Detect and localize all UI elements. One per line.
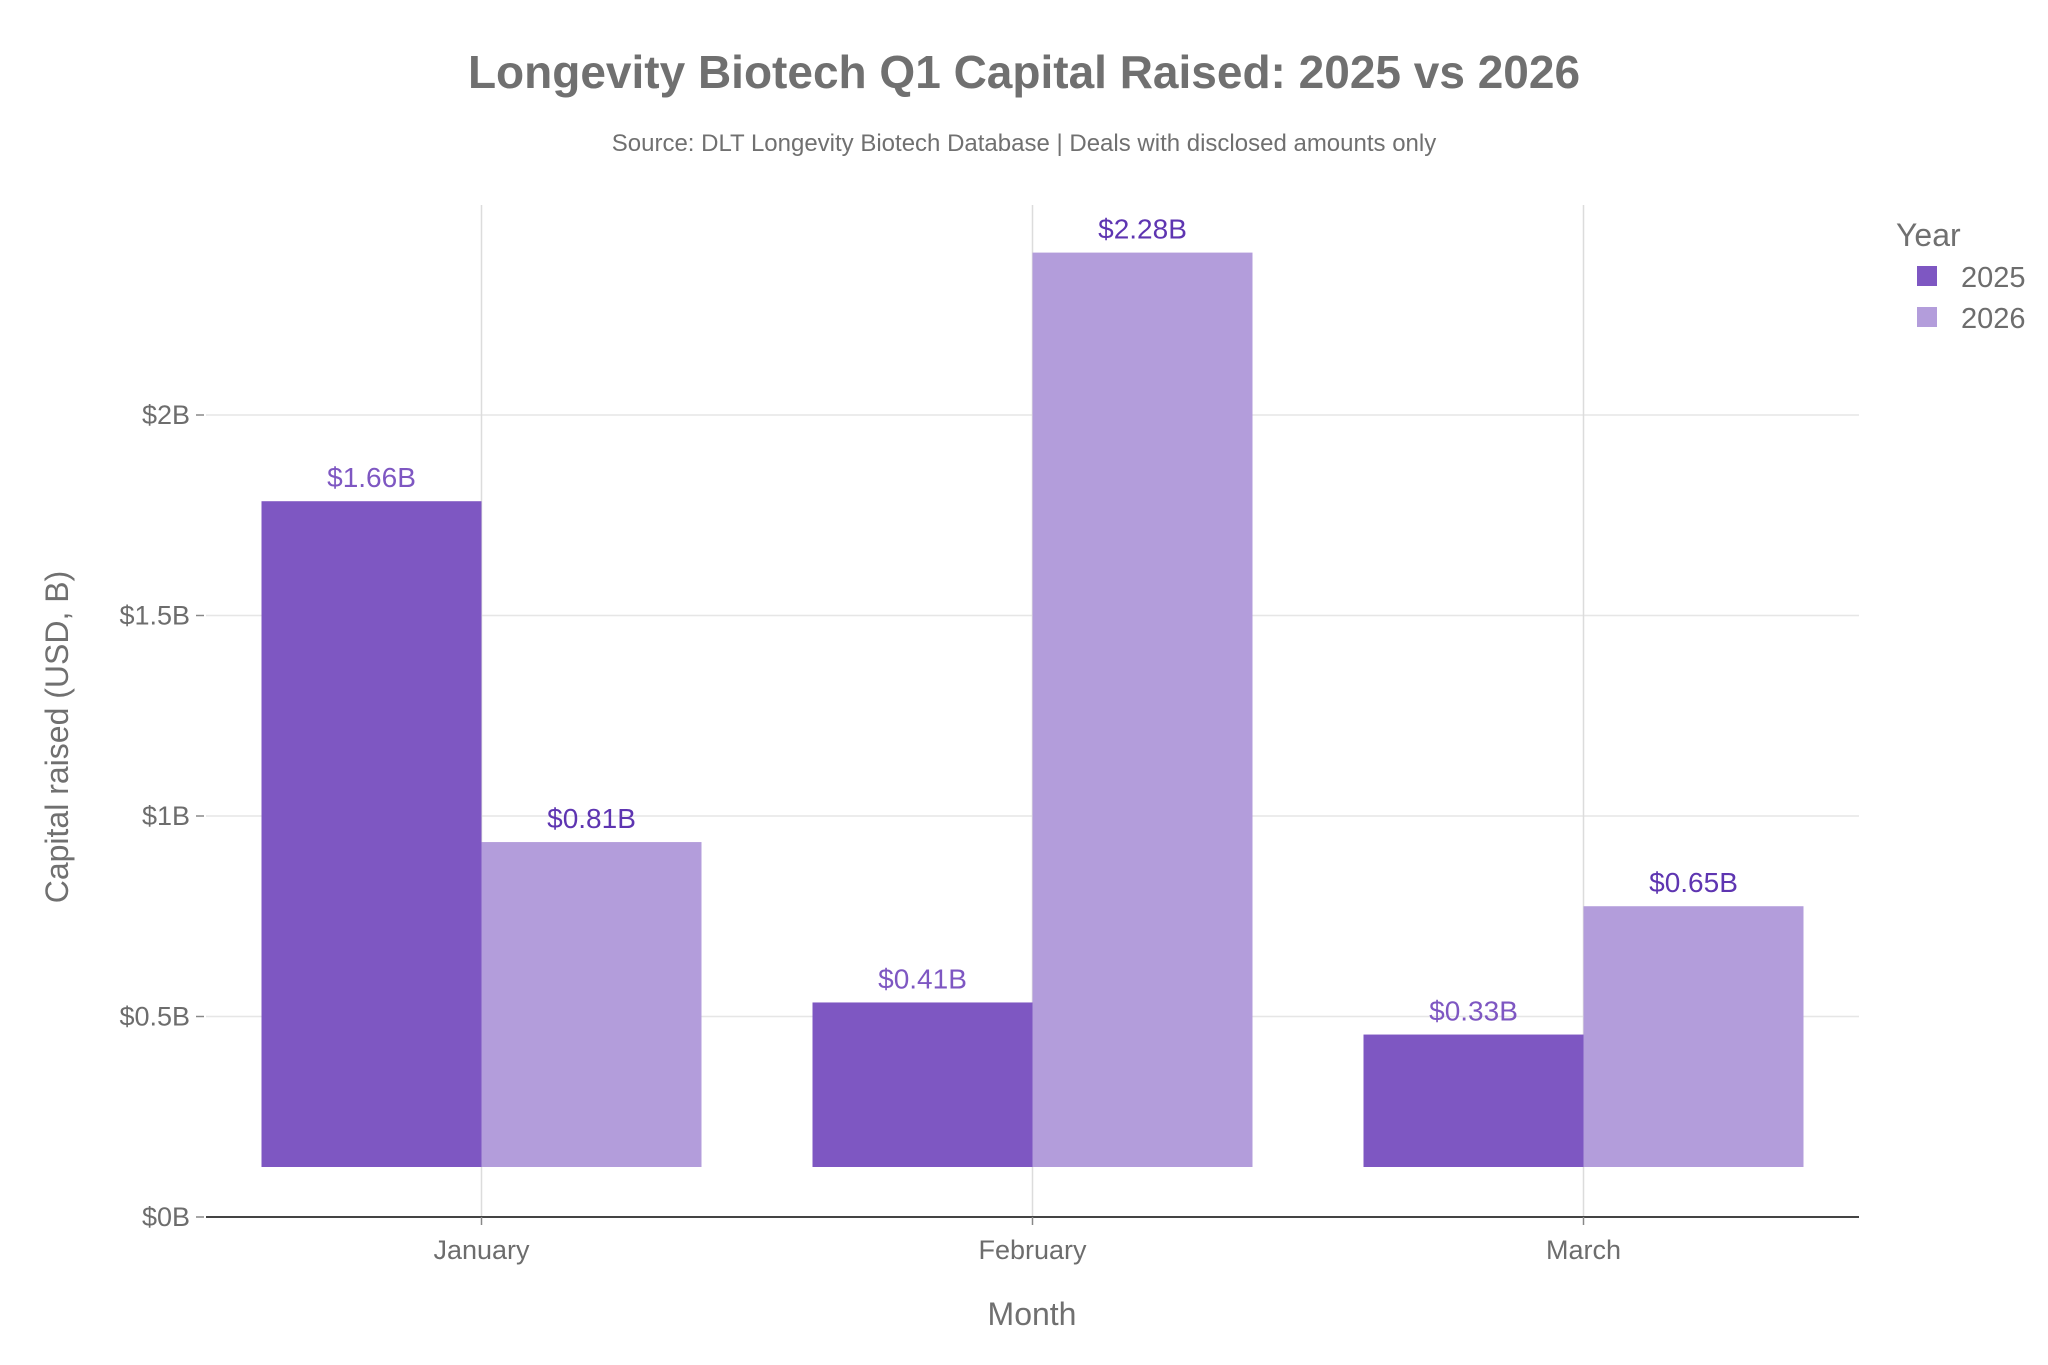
bar-data-label: $0.65B	[1649, 867, 1738, 898]
legend: Year 2025 2026	[1896, 217, 2026, 335]
y-tick-label: $1B	[142, 801, 190, 831]
bar-data-label: $0.81B	[547, 803, 636, 834]
bar-2025-march	[1363, 1034, 1584, 1167]
legend-title: Year	[1896, 217, 1961, 253]
x-tick-label: January	[433, 1235, 530, 1265]
bars	[261, 252, 1804, 1168]
y-axis-title: Capital raised (USD, B)	[39, 571, 75, 904]
bar-data-label: $0.41B	[878, 963, 967, 994]
y-tick-label: $0.5B	[119, 1002, 190, 1032]
bar-2025-january	[261, 501, 482, 1168]
y-ticks: $0B $0.5B $1B $1.5B $2B	[119, 400, 204, 1232]
x-tick-label: March	[1546, 1235, 1621, 1265]
bar-data-label: $0.33B	[1429, 996, 1518, 1027]
chart-title: Longevity Biotech Q1 Capital Raised: 202…	[468, 46, 1580, 98]
x-ticks: January February March	[433, 1217, 1621, 1265]
chart-subtitle: Source: DLT Longevity Biotech Database |…	[612, 130, 1436, 157]
legend-label-2026: 2026	[1961, 303, 2026, 335]
y-tick-label: $2B	[142, 400, 190, 430]
bar-2026-february	[1032, 252, 1253, 1168]
y-tick-label: $0B	[142, 1202, 190, 1232]
bar-data-label: $1.66B	[327, 462, 416, 493]
bar-2026-march	[1583, 906, 1804, 1167]
legend-label-2025: 2025	[1961, 262, 2026, 294]
legend-swatch-2025	[1917, 266, 1937, 286]
x-tick-label: February	[978, 1235, 1087, 1265]
bar-data-label: $2.28B	[1098, 214, 1187, 245]
legend-swatch-2026	[1917, 307, 1937, 327]
y-tick-label: $1.5B	[119, 601, 190, 631]
x-axis-title: Month	[988, 1296, 1077, 1332]
bar-labels: $1.66B $0.41B $0.33B $0.81B $2.28B $0.65B	[327, 214, 1738, 1027]
bar-2026-january	[481, 842, 702, 1167]
bar-2025-february	[812, 1002, 1033, 1167]
